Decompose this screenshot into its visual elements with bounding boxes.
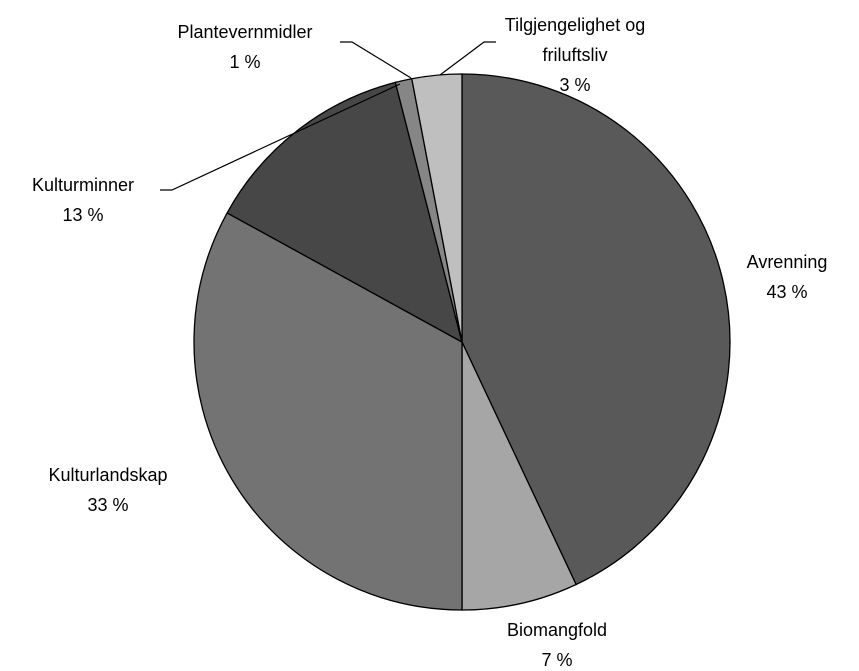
slice-label: Plantevernmidler 1 % [177, 17, 312, 77]
slice-label: Avrenning 43 % [747, 247, 828, 307]
category-label: Kulturminner [31, 175, 135, 195]
slice [461, 73, 731, 586]
leader-line [340, 41, 412, 79]
slice-label: Kulturminner 13 % [32, 170, 134, 230]
slice [193, 212, 463, 611]
value-label: 3 % [559, 75, 591, 95]
value-label: 7 % [541, 650, 573, 670]
category-label: Tilgjengelighet og friluftsliv [504, 15, 646, 65]
slice [226, 81, 464, 344]
leader-line [439, 41, 496, 76]
value-label: 43 % [766, 282, 808, 302]
slice [411, 73, 463, 343]
slice [461, 341, 577, 611]
value-label: 13 % [62, 205, 104, 225]
category-label: Plantevernmidler [177, 22, 313, 42]
value-label: 1 % [229, 52, 261, 72]
category-label: Biomangfold [506, 620, 608, 640]
category-label: Avrenning [746, 252, 828, 272]
slices [193, 73, 731, 611]
value-label: 33 % [87, 495, 129, 515]
slice-label: Kulturlandskap 33 % [48, 460, 167, 520]
slice-label: Biomangfold 7 % [507, 615, 607, 671]
slice-label: Tilgjengelighet og friluftsliv 3 % [480, 10, 670, 100]
leader-line [160, 83, 401, 191]
category-label: Kulturlandskap [48, 465, 168, 485]
